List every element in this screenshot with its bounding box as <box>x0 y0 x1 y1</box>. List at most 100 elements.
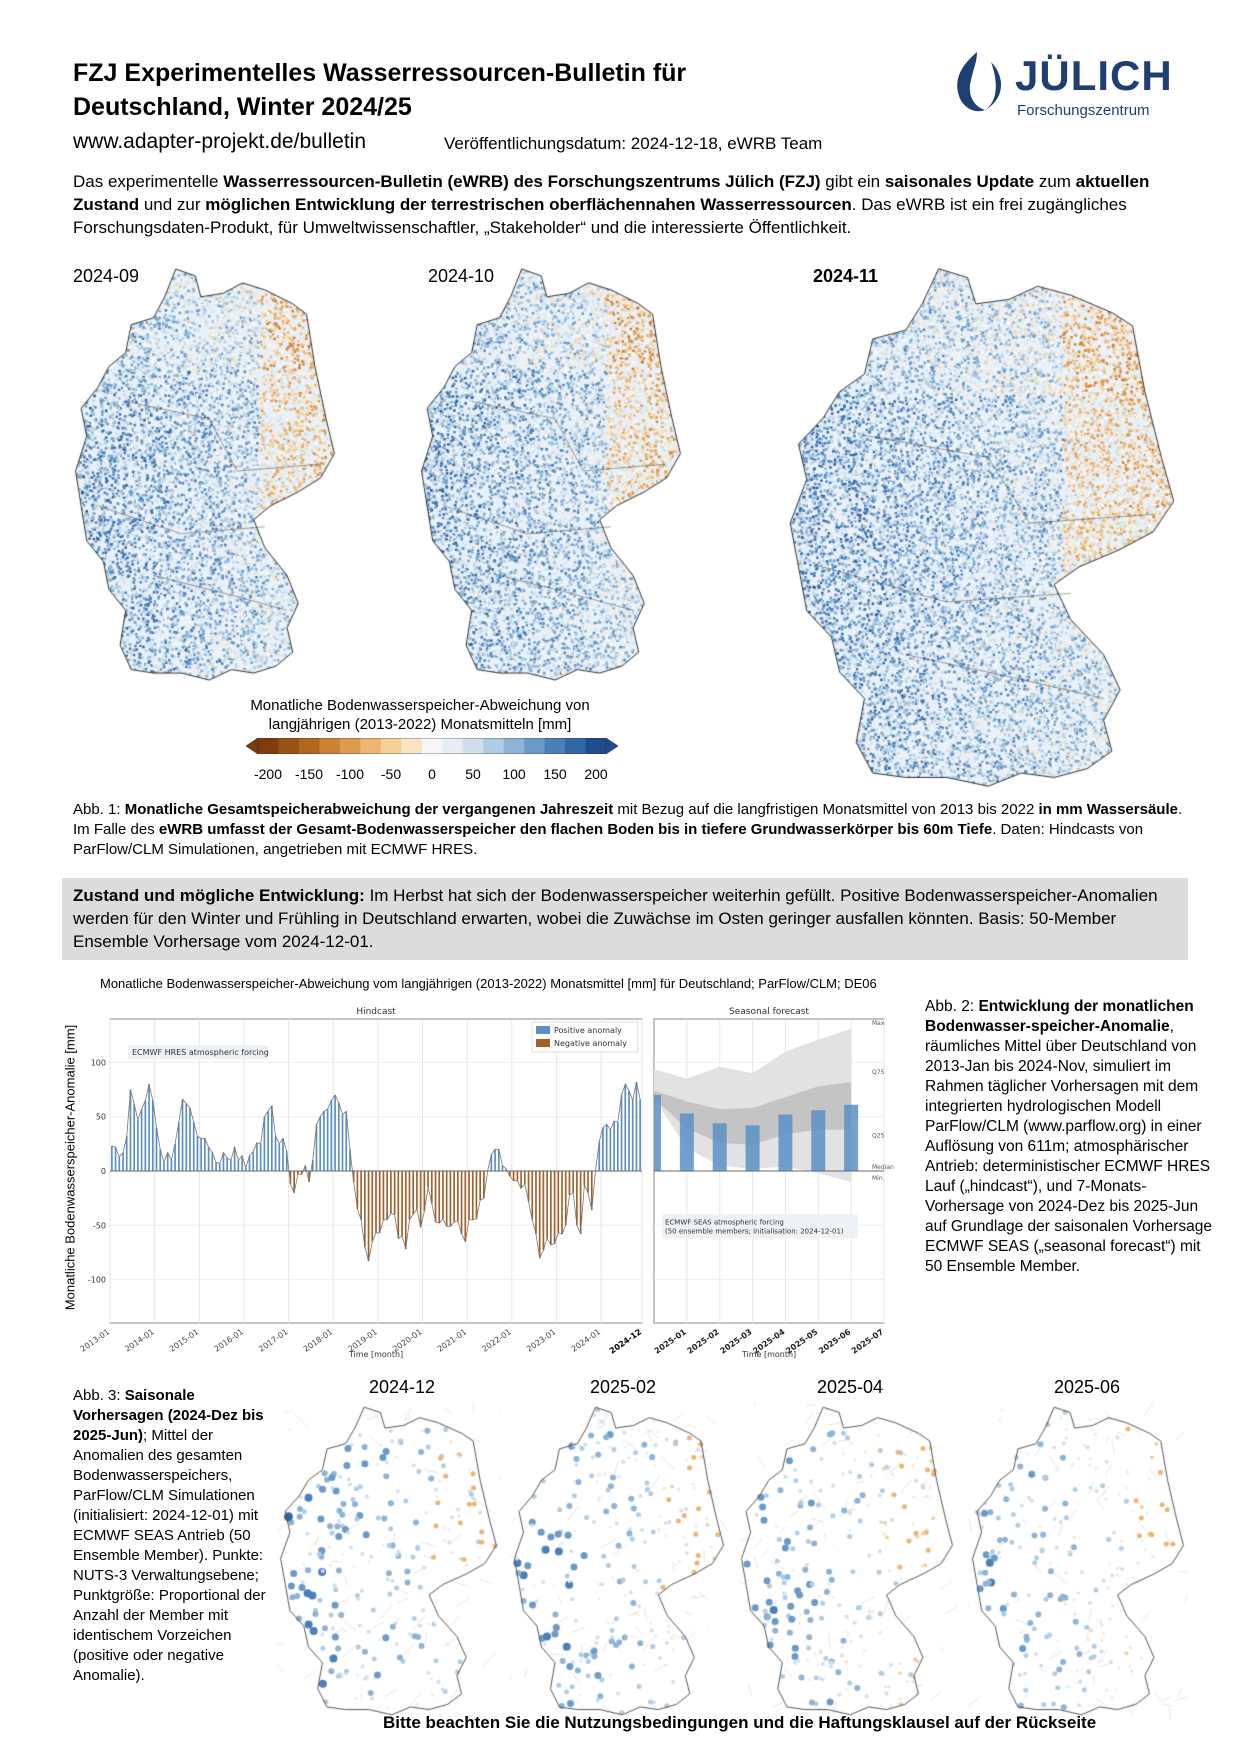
x-tick-label: 2023-01 <box>525 1327 558 1354</box>
hindcast-bar <box>155 1127 158 1171</box>
hindcast-bar <box>527 1171 530 1202</box>
hindcast-bar <box>475 1171 478 1219</box>
hindcast-bar <box>367 1171 370 1262</box>
text-run: . Daten: Hindcasts von ParFlow/CLM Simul… <box>73 821 1144 858</box>
hindcast-bar <box>449 1171 452 1227</box>
hindcast-bar <box>241 1155 243 1171</box>
figure-3-caption: Abb. 3: Saisonale Vorhersagen (2024-Dez … <box>73 1386 273 1686</box>
hindcast-bar <box>144 1100 147 1171</box>
colorbar-min-arrow <box>246 738 259 754</box>
hindcast-bar <box>434 1171 437 1223</box>
soil-water-anomaly-map-2024-10 <box>416 262 686 687</box>
colorbar-tick-label: 200 <box>584 766 608 782</box>
x-tick-label: 2024-12 <box>608 1327 643 1355</box>
hindcast-bar <box>218 1163 221 1171</box>
hindcast-bar <box>259 1143 262 1171</box>
hindcast-bar <box>270 1105 273 1171</box>
hindcast-bar <box>468 1171 470 1220</box>
hindcast-bar <box>137 1119 139 1171</box>
hindcast-bar <box>207 1147 210 1171</box>
colorbar-segment <box>524 738 546 754</box>
hindcast-bar <box>416 1171 418 1209</box>
anomaly-chart: -100 -50 0 50 100 2013-01 2014-01 2015-01 2016-0… <box>79 1007 894 1359</box>
hindcast-bar <box>263 1116 266 1171</box>
forecast-annotation: (50 ensemble members; initialisation: 20… <box>665 1227 844 1235</box>
hindcast-bar <box>140 1109 143 1171</box>
hindcast-bar <box>196 1136 199 1171</box>
hindcast-bar <box>401 1171 403 1237</box>
hindcast-bar <box>326 1109 329 1171</box>
page-title: FZJ Experimentelles Wasserressourcen-Bul… <box>73 56 853 124</box>
hindcast-bar <box>378 1171 381 1233</box>
band-label: Median <box>872 1164 894 1171</box>
hindcast-bar <box>118 1156 121 1171</box>
y-tick-label: 100 <box>91 1058 106 1067</box>
text-run: Abb. 2: <box>925 998 979 1015</box>
hindcast-bar <box>523 1171 526 1185</box>
hindcast-bar <box>125 1136 128 1171</box>
hindcast-bar <box>360 1171 362 1220</box>
hindcast-bar <box>304 1165 307 1171</box>
text-run: in mm Wassersäule <box>1038 801 1178 818</box>
juelich-logo: JÜLICH Forschungszentrum <box>945 48 1195 128</box>
forecast-median-bar <box>778 1114 793 1171</box>
forecast-median-bar <box>712 1123 727 1171</box>
hindcast-bar <box>561 1171 563 1234</box>
hindcast-bar <box>274 1136 277 1171</box>
colorbar-segment <box>278 738 300 754</box>
colorbar-tick-label: 0 <box>428 766 436 782</box>
bulletin-link[interactable]: www.adapter-projekt.de/bulletin <box>73 130 366 153</box>
hindcast-bar <box>542 1171 545 1251</box>
colorbar-segment <box>462 738 484 754</box>
logo-sub: Forschungszentrum <box>1017 102 1150 119</box>
hindcast-bar <box>371 1171 374 1242</box>
hindcast-bar <box>163 1162 165 1171</box>
text-run: Monatliche Gesamtspeicherabweichung der … <box>124 801 614 818</box>
hindcast-bar <box>256 1142 258 1171</box>
forecast-median-bar <box>844 1104 859 1171</box>
colorbar-tick-label: -150 <box>294 766 324 782</box>
forecast-annotation: ECMWF SEAS atmospheric forcing <box>665 1218 784 1226</box>
hindcast-bar <box>590 1171 593 1211</box>
forecast-median-bar <box>811 1110 826 1171</box>
figure-1-caption: Abb. 1: Monatliche Gesamtspeicherabweich… <box>73 800 1193 860</box>
hindcast-bar <box>572 1171 575 1193</box>
x-tick-label: 2017-01 <box>257 1327 290 1354</box>
hindcast-panel-title: Hindcast <box>356 1007 396 1017</box>
hindcast-bar <box>337 1102 340 1171</box>
hindcast-bar <box>192 1122 195 1171</box>
hindcast-bar <box>289 1171 292 1185</box>
hindcast-bar <box>122 1152 124 1171</box>
hindcast-bar <box>442 1171 444 1219</box>
hindcast-bar <box>520 1171 522 1189</box>
hindcast-bar <box>445 1171 448 1227</box>
colorbar-tick-label: -200 <box>253 766 283 782</box>
hindcast-bar <box>479 1171 482 1201</box>
hindcast-bar <box>494 1149 496 1171</box>
soil-water-anomaly-map-2024-09 <box>70 262 340 687</box>
forecast-map-label-4: 2025-06 <box>1053 1377 1121 1397</box>
hindcast-bar <box>341 1114 344 1171</box>
hindcast-bar <box>166 1152 169 1171</box>
hindcast-bar <box>419 1171 422 1228</box>
x-tick-label: 2022-01 <box>480 1327 513 1354</box>
hindcast-bar <box>211 1152 214 1171</box>
hindcast-bar <box>620 1095 623 1171</box>
text-run: Im Herbst hat sich der Bodenwasserspeich… <box>73 886 1158 951</box>
y-tick-label: 0 <box>101 1167 106 1176</box>
intro-paragraph: Das experimentelle Wasserressourcen-Bull… <box>73 170 1193 239</box>
hindcast-bar <box>111 1146 113 1171</box>
text-run: ; Mittel der Anomalien des gesamten Bode… <box>73 1427 266 1684</box>
text-run: Wasserressourcen-Bulletin (eWRB) des For… <box>223 172 821 191</box>
hindcast-bar <box>531 1171 534 1220</box>
colorbar-segment <box>565 738 587 754</box>
hindcast-bar <box>516 1171 519 1181</box>
hindcast-bar <box>624 1084 627 1171</box>
hindcast-bar <box>159 1149 162 1171</box>
hindcast-bar <box>330 1100 333 1171</box>
colorbar-segment <box>339 738 361 754</box>
status-box <box>62 878 1188 960</box>
colorbar-segment <box>483 738 505 754</box>
annotation-box <box>128 1045 268 1059</box>
forecast-minmax-band <box>654 1028 852 1182</box>
